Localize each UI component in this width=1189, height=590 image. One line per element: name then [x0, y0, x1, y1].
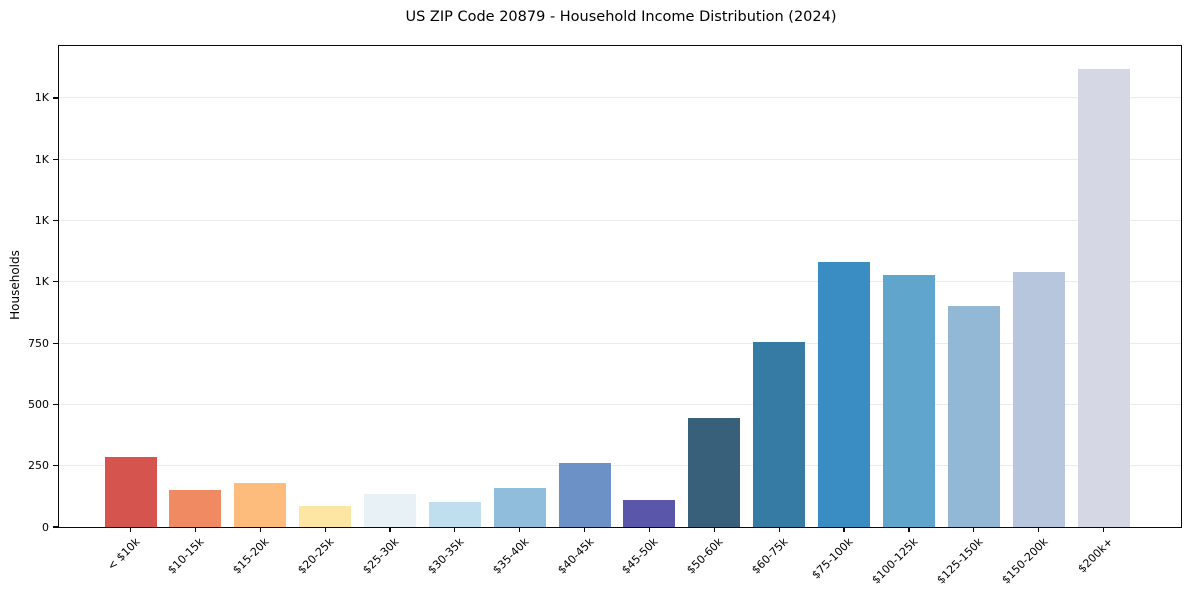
y-tick-label: 1K — [34, 91, 49, 105]
x-tick-mark — [129, 527, 132, 532]
y-tick-mark — [53, 342, 58, 344]
y-gridline — [59, 97, 1181, 99]
y-tick-label: 500 — [28, 397, 49, 411]
y-tick-mark — [53, 403, 58, 405]
x-tick-mark — [778, 527, 780, 532]
y-tick-mark — [53, 97, 58, 99]
bar — [947, 305, 1000, 527]
y-tick-mark — [53, 465, 58, 467]
bar — [428, 502, 481, 527]
x-tick-mark — [324, 527, 326, 532]
bar — [169, 489, 222, 527]
x-tick-mark — [519, 527, 521, 532]
y-gridline — [59, 220, 1181, 222]
x-tick-mark — [454, 527, 456, 532]
bar — [493, 488, 546, 527]
x-tick-mark — [389, 527, 391, 532]
y-tick-label: 750 — [28, 336, 49, 350]
x-tick-mark — [1038, 527, 1040, 532]
bar — [688, 417, 741, 527]
y-tick-label: 0 — [42, 520, 49, 534]
y-tick-mark — [53, 281, 58, 283]
x-tick-mark — [194, 527, 196, 532]
y-tick-label: 1K — [34, 152, 49, 166]
bar — [558, 463, 611, 527]
bar — [753, 341, 806, 527]
x-tick-label: < $10k — [104, 535, 142, 573]
bar — [299, 505, 352, 527]
y-tick-mark — [53, 158, 58, 160]
bar — [234, 482, 287, 527]
bar — [623, 500, 676, 527]
bar — [818, 261, 871, 527]
y-tick-label: 1K — [34, 214, 49, 228]
y-gridline — [59, 158, 1181, 160]
y-tick-mark — [53, 219, 58, 222]
y-tick-mark — [53, 526, 58, 528]
x-tick-mark — [648, 527, 651, 532]
bar — [1077, 68, 1130, 527]
x-tick-mark — [259, 527, 261, 532]
plot-area: 0 250 500 750 1K 1K 1K 1K < $10k $10-15k $15-20k $2… — [28, 45, 1182, 586]
x-tick-mark — [973, 527, 975, 532]
bar — [363, 493, 416, 527]
x-tick-mark — [713, 527, 715, 532]
y-tick-label: 250 — [28, 459, 49, 473]
bar — [104, 456, 157, 527]
y-gridline — [59, 342, 1181, 344]
x-tick-mark — [1102, 527, 1105, 532]
chart-title: US ZIP Code 20879 - Household Income Dis… — [405, 9, 837, 25]
bar — [882, 274, 935, 527]
x-tick-mark — [908, 527, 910, 532]
y-gridline — [59, 465, 1181, 467]
x-tick-mark — [843, 527, 845, 532]
y-gridline — [59, 403, 1181, 405]
y-gridline — [59, 281, 1181, 283]
y-tick-label: 1K — [34, 275, 49, 289]
bar — [1012, 271, 1065, 527]
x-tick-mark — [583, 527, 586, 532]
